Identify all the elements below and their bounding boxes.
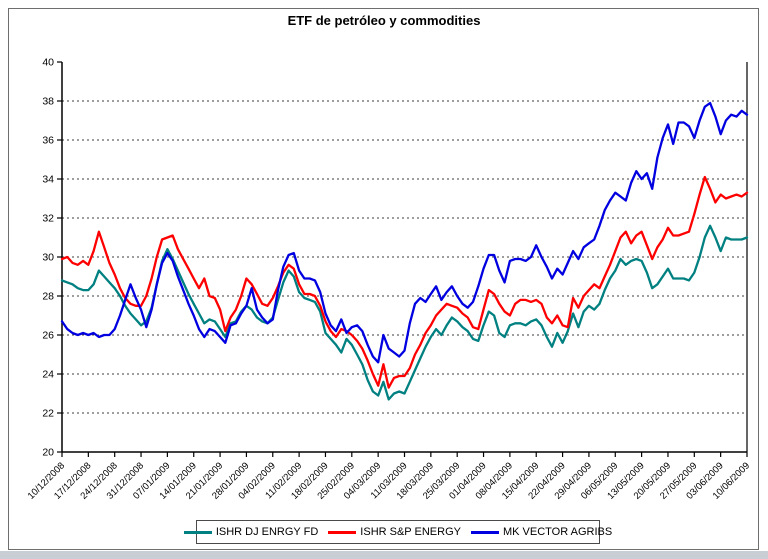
legend-line-swatch-icon	[328, 530, 357, 534]
series-line-mk-vector-agribs	[60, 101, 749, 364]
y-tick-label: 32	[42, 213, 54, 225]
y-tick-label: 40	[42, 57, 54, 69]
series-line-ishr-s-p-energy	[60, 175, 749, 389]
legend-label: ISHR S&P ENERGY	[360, 526, 461, 538]
y-tick-label: 30	[42, 252, 54, 264]
legend-item: ISHR S&P ENERGY	[328, 526, 461, 538]
y-tick-label: 24	[42, 369, 54, 381]
legend-item: ISHR DJ ENRGY FD	[183, 526, 319, 538]
legend-line-swatch-icon	[470, 530, 499, 534]
legend-label: ISHR DJ ENRGY FD	[215, 526, 319, 538]
y-tick-label: 38	[42, 96, 54, 108]
legend: ISHR DJ ENRGY FD ISHR S&P ENERGY MK VECTOR…	[183, 520, 612, 544]
series-line-ishr-dj-enrgy-fd	[60, 224, 749, 401]
y-tick-label: 34	[42, 174, 54, 186]
legend-item: MK VECTOR AGRIBS	[470, 526, 613, 538]
y-tick-label: 20	[42, 447, 54, 459]
y-tick-label: 22	[42, 408, 54, 420]
y-tick-label: 36	[42, 135, 54, 147]
chart-title: ETF de petróleo y commodities	[287, 13, 481, 28]
window-bottom-strip	[0, 551, 768, 559]
chart-frame	[8, 8, 759, 550]
y-tick-label: 28	[42, 291, 54, 303]
legend-label: MK VECTOR AGRIBS	[502, 526, 613, 538]
legend-line-swatch-icon	[183, 530, 212, 534]
y-tick-label: 26	[42, 330, 54, 342]
